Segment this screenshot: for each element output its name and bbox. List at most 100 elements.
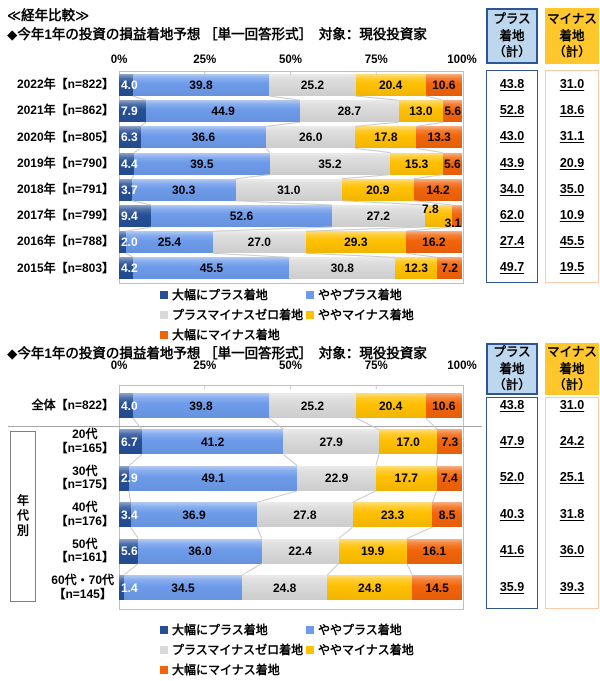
value-label: 12.3 [404, 261, 428, 276]
summary-header-line: マイナス [547, 12, 597, 27]
value-label: 25.2 [300, 398, 325, 413]
bar-segment-1: 34.5 [123, 575, 243, 600]
category-label-text: 2018年【n=791】 [16, 182, 114, 197]
legend-marker-icon [306, 310, 314, 319]
category-label-text: 40代 【n=176】 [55, 500, 114, 528]
value-label: 7.3 [441, 434, 459, 449]
value-label: 24.8 [272, 580, 297, 595]
value-label: 13.3 [427, 130, 451, 145]
bar-segment-2: 27.9 [283, 429, 379, 455]
bar-segment-1: 25.4 [125, 231, 213, 254]
bar-row: 4.0 39.8 25.2 20.4 10.6 [119, 74, 462, 96]
category-label-text: 2016年【n=788】 [16, 234, 114, 249]
legend-item: プラスマイナスゼロ着地 [160, 306, 306, 323]
summary-value: 43.0 [499, 129, 525, 144]
value-label: 17.8 [374, 130, 398, 145]
bar-segment-3: 15.3 [390, 152, 443, 175]
category-label: 40代 【n=176】 [0, 500, 114, 528]
value-label: 7.8 [421, 202, 439, 216]
summary-header-minus: マイナス 着地 （計） [545, 8, 599, 64]
value-label: 30.8 [330, 261, 354, 276]
summary-box-plus: 43.8 47.9 52.0 40.3 41.6 35.9 [486, 397, 538, 609]
bar-segment-3: 20.4 [355, 74, 426, 96]
value-label: 5.6 [121, 544, 138, 559]
bar-segment-0: 3.4 [119, 502, 138, 528]
bar-segment-4: 8.5 [432, 502, 462, 528]
bar-segment-0: 3.7 [119, 178, 138, 201]
bar-row: 6.3 36.6 26.0 17.8 13.3 [119, 126, 462, 149]
bar-segment-0: 4.2 [119, 257, 138, 280]
bar-segment-1: 36.0 [138, 538, 262, 564]
bar-segment-4: 3.1 [445, 205, 463, 230]
category-label: 2017年【n=799】 [0, 205, 114, 227]
value-label: 3.1 [444, 216, 462, 230]
legend-marker-icon [306, 625, 314, 634]
value-label: 22.9 [324, 471, 349, 486]
bar-segment-0: 5.6 [119, 538, 139, 564]
summary-value: 40.3 [499, 506, 525, 521]
summary-header-line: 着地 [499, 28, 525, 43]
value-label: 34.5 [171, 580, 195, 595]
value-label: 36.0 [188, 544, 212, 559]
bar-segment-1: 45.5 [133, 257, 290, 280]
value-label: 5.6 [444, 156, 461, 171]
axis-tick-label: 0% [110, 360, 128, 372]
category-label-text: 全体【n=822】 [31, 397, 114, 412]
axis-tick-label: 100% [447, 54, 477, 66]
value-label: 4.0 [121, 78, 138, 92]
axis-tick-label: 100% [447, 360, 477, 372]
bar-segment-0: 4.0 [119, 393, 138, 418]
value-label: 44.9 [211, 104, 235, 119]
value-label: 8.5 [438, 507, 456, 522]
summary-value: 24.2 [559, 433, 585, 448]
summary-header-line: （計） [553, 45, 591, 60]
value-label: 5.6 [444, 104, 462, 119]
bar-row: 7.9 44.9 28.7 13.0 5.6 [119, 100, 463, 123]
bar-segment-3: 13.0 [398, 100, 444, 123]
chart-heading: ◆今年1年の投資の損益着地予想 ［単一回答形式］ 対象：現役投資家 [7, 346, 427, 361]
legend: 大幅にプラス着地 ややプラス着地 プラスマイナスゼロ着地 ややマイナス着地 大幅にマイナ… [160, 286, 414, 343]
legend: 大幅にプラス着地 ややプラス着地 プラスマイナスゼロ着地 ややマイナス着地 大幅にマイナ… [160, 621, 414, 678]
summary-box-minus: 31.0 24.2 25.1 31.8 36.0 39.3 [545, 397, 599, 609]
legend-item: 大幅にプラス着地 [160, 286, 306, 303]
legend-marker-icon [160, 665, 168, 674]
bar-segment-0: 2.9 [119, 465, 138, 491]
bar-segment-1: 39.5 [134, 152, 270, 175]
bar-segment-2: 24.8 [242, 575, 328, 600]
bar-segment-1: 44.9 [146, 100, 301, 123]
group-separator-line [8, 425, 482, 427]
bar-row: 4.4 39.5 35.2 15.3 5.6 [119, 152, 462, 175]
value-label: 52.6 [229, 209, 254, 223]
legend-label: 大幅にマイナス着地 [172, 328, 280, 342]
bar-segment-4: 7.2 [437, 257, 462, 280]
value-label: 16.1 [422, 544, 447, 559]
legend-label: 大幅にマイナス着地 [172, 663, 280, 677]
category-label-text: 2021年【n=862】 [16, 103, 114, 118]
bar-segment-2: 30.8 [289, 257, 396, 280]
bar-segment-0: 4.4 [119, 152, 138, 175]
category-label: 全体【n=822】 [0, 393, 114, 418]
bar-segment-2: 27.2 [331, 205, 425, 227]
summary-value: 52.8 [499, 103, 525, 118]
legend-item: ややマイナス着地 [306, 306, 414, 323]
summary-value: 10.9 [559, 208, 585, 222]
value-label: 13.0 [409, 104, 433, 119]
bar-segment-3: 19.9 [338, 538, 407, 564]
category-label-text: 2017年【n=799】 [16, 208, 114, 223]
value-label: 10.6 [432, 398, 456, 413]
summary-header-plus: プラス 着地 （計） [486, 343, 538, 395]
category-label: 20代 【n=165】 [0, 428, 114, 455]
summary-value: 39.3 [559, 579, 585, 594]
value-label: 28.7 [337, 104, 361, 119]
bar-segment-1: 30.3 [131, 178, 236, 201]
bar-segment-4: 13.3 [416, 126, 462, 149]
bar-segment-1: 36.9 [130, 502, 258, 528]
summary-value: 25.1 [559, 470, 585, 485]
bar-segment-0: 7.9 [119, 100, 147, 123]
bar-segment-2: 31.0 [235, 178, 342, 201]
bar-segment-1: 41.2 [141, 429, 284, 455]
summary-value: 19.5 [559, 260, 585, 275]
bar-segment-3: 23.3 [352, 502, 433, 528]
legend-label: ややマイナス着地 [318, 308, 414, 322]
